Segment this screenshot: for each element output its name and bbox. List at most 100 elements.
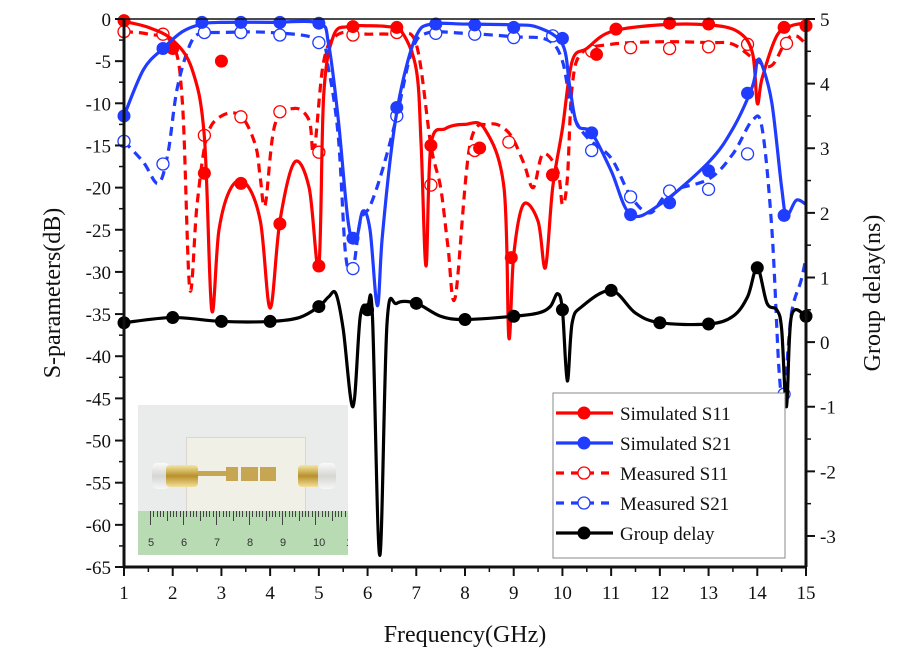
- group-delay-line: [124, 266, 806, 557]
- connector-cap-right: [318, 463, 336, 489]
- legend-marker-measured-s11: [577, 466, 591, 480]
- y-tick-label: -10: [86, 94, 111, 115]
- simulated-s21-marker: [777, 208, 791, 222]
- simulated-s21-marker: [312, 16, 326, 30]
- ruler-number: 9: [280, 537, 287, 549]
- ruler-tick: [206, 511, 208, 517]
- x-tick-label: 12: [650, 583, 669, 604]
- y2-tick-label: -2: [820, 462, 836, 483]
- ruler-tick: [258, 511, 260, 517]
- y2-axis-title: Group delay(ns): [860, 215, 886, 372]
- measured-s21-marker: [312, 35, 326, 50]
- measured-s21-marker: [740, 147, 755, 161]
- ruler-tick: [159, 511, 161, 517]
- ruler-number: 7: [214, 537, 221, 549]
- ruler-tick: [192, 511, 194, 517]
- simulated-s21-marker: [585, 126, 599, 140]
- legend-box: [552, 392, 786, 559]
- measured-s11-marker: [623, 41, 638, 55]
- group-delay-marker: [312, 300, 326, 314]
- y-axis-title: S-parameters(dB): [40, 208, 66, 379]
- measured-s21-marker: [623, 190, 638, 204]
- legend-marker-simulated-s11: [577, 406, 591, 420]
- ruler-tick: [245, 511, 247, 517]
- ruler-number: 1: [346, 537, 348, 549]
- simulated-s21-marker: [741, 86, 755, 100]
- group-delay-marker: [458, 312, 472, 326]
- simulated-s11-marker: [273, 217, 287, 231]
- ruler-tick: [232, 511, 234, 521]
- ruler-number: 8: [247, 537, 254, 549]
- ruler-tick: [189, 511, 191, 517]
- ruler-tick: [272, 511, 274, 517]
- ruler-tick: [338, 511, 340, 517]
- ruler-tick: [179, 511, 181, 517]
- simulated-s21-marker: [624, 208, 638, 222]
- x-tick-label: 1: [119, 583, 129, 604]
- x-tick-label: 10: [553, 583, 572, 604]
- y2-tick-label: 5: [820, 10, 830, 31]
- ruler-tick: [153, 511, 155, 517]
- measured-s21-marker: [701, 182, 716, 196]
- simulated-s11-marker: [777, 20, 791, 34]
- y2-tick-label: 4: [820, 75, 830, 96]
- ruler-tick: [196, 511, 198, 517]
- ruler-tick: [321, 511, 323, 517]
- ruler-tick: [225, 511, 227, 517]
- ruler-tick: [328, 511, 330, 517]
- ruler-tick: [169, 511, 171, 517]
- group-delay-marker: [750, 261, 764, 275]
- x-axis-title: Frequency(GHz): [384, 622, 547, 648]
- x-tick-label: 9: [509, 583, 519, 604]
- simulated-s11-marker: [214, 54, 228, 68]
- legend-label: Simulated S11: [620, 404, 731, 425]
- x-tick-label: 14: [748, 583, 768, 604]
- y-tick-label: -35: [86, 305, 111, 326]
- ruler-tick: [173, 511, 175, 517]
- y-tick-label: -30: [86, 263, 111, 284]
- measured-s11-marker: [502, 135, 516, 149]
- connector-cap-left: [152, 463, 170, 489]
- ruler-tick: [288, 511, 290, 517]
- ruler-tick: [222, 511, 224, 517]
- y-tick-label: -40: [86, 347, 111, 368]
- ruler-number: 6: [181, 537, 188, 549]
- x-tick-label: 6: [363, 583, 373, 604]
- ruler-tick: [156, 511, 158, 517]
- ruler-tick: [305, 511, 307, 517]
- y-tick-label: -15: [86, 136, 111, 157]
- measured-s11-marker: [779, 36, 794, 51]
- measured-s11-marker: [273, 105, 287, 119]
- ruler-tick: [212, 511, 214, 517]
- simulated-s21-marker: [663, 196, 677, 210]
- legend-label: Measured S21: [620, 494, 729, 515]
- y2-tick-label: -1: [820, 398, 836, 419]
- ruler-tick: [166, 511, 168, 521]
- simulated-s11-marker: [504, 251, 518, 265]
- legend-marker-simulated-s21: [577, 436, 591, 450]
- ruler-number: 10: [313, 537, 326, 549]
- simulated-s11-marker: [663, 16, 677, 30]
- ruler-tick: [324, 511, 326, 517]
- ruler-tick: [298, 511, 300, 521]
- group-delay-marker: [409, 296, 423, 310]
- measured-s11-marker: [234, 110, 248, 124]
- sma-connector-right: [298, 465, 320, 487]
- ruler-tick: [301, 511, 303, 517]
- y2-tick-label: 2: [820, 204, 830, 225]
- measured-s21-marker: [273, 28, 287, 42]
- x-tick-label: 2: [168, 583, 178, 604]
- simulated-s21-marker: [702, 164, 716, 178]
- simulated-s11-marker: [473, 141, 487, 155]
- y2-tick-label: 0: [820, 333, 830, 354]
- legend-label: Measured S11: [620, 464, 729, 485]
- simulated-s21-marker: [346, 231, 360, 245]
- legend-marker-measured-s21: [577, 496, 591, 510]
- simulated-s21-marker: [273, 15, 287, 29]
- ruler-tick: [291, 511, 293, 517]
- ruler-tick: [262, 511, 264, 517]
- legend-marker-group-delay: [577, 526, 591, 540]
- simulated-s11-marker: [346, 20, 360, 34]
- simulated-s21-marker: [390, 101, 404, 115]
